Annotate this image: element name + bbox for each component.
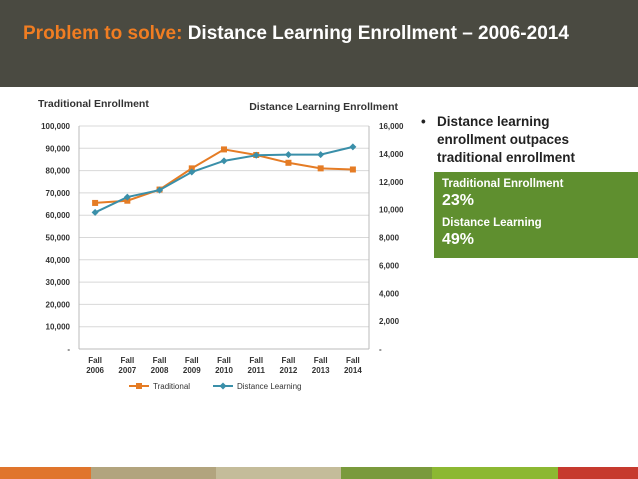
legend-label: Distance Learning (237, 382, 301, 391)
x-tick-label: Fall 2013 (312, 356, 330, 375)
x-tick-label: Fall 2007 (118, 356, 136, 375)
left-tick-label: 10,000 (46, 323, 71, 332)
data-point (349, 143, 357, 151)
right-tick-label: 14,000 (379, 150, 404, 159)
right-axis-title: Distance Learning Enrollment (249, 101, 398, 113)
series-line (94, 145, 354, 214)
footer-segment (341, 467, 433, 479)
data-point (284, 151, 292, 159)
data-point (92, 199, 99, 206)
traditional-stat-value: 23% (442, 192, 475, 209)
x-tick-label: Fall 2008 (151, 356, 169, 375)
right-tick-label: 12,000 (379, 178, 404, 187)
footer-segment (0, 467, 91, 479)
distance-stat-value: 49% (442, 231, 475, 248)
footer-segment (90, 467, 217, 479)
x-tick-label: Fall 2011 (248, 356, 266, 375)
footer-segment (216, 467, 342, 479)
left-tick-label: 30,000 (46, 278, 71, 287)
footer-segment (432, 467, 558, 479)
slide-title: Problem to solve: Distance Learning Enro… (23, 20, 613, 47)
legend-label: Traditional (153, 382, 190, 391)
data-point (220, 157, 228, 165)
enrollment-line-chart: Traditional Enrollment Distance Learning … (38, 98, 404, 391)
x-tick-label: Fall 2014 (344, 356, 362, 375)
right-tick-label: 6,000 (379, 261, 400, 270)
left-tick-label: 90,000 (46, 144, 71, 153)
legend-marker (136, 383, 142, 389)
x-tick-label: Fall 2009 (183, 356, 201, 375)
right-tick-label: 4,000 (379, 289, 400, 298)
right-tick-label: 10,000 (379, 206, 404, 215)
left-tick-label: 40,000 (46, 256, 71, 265)
footer-color-bar (0, 467, 638, 479)
bullet-marker: • (421, 114, 426, 129)
slide-header: Problem to solve: Distance Learning Enro… (0, 0, 638, 87)
data-point (317, 151, 325, 159)
x-tick-label: Fall 2010 (215, 356, 233, 375)
stats-box: Traditional Enrollment 23% Distance Lear… (434, 172, 638, 258)
left-tick-label: 70,000 (46, 189, 71, 198)
right-tick-label: 2,000 (379, 317, 400, 326)
data-point (123, 193, 131, 201)
data-point (124, 197, 131, 204)
data-point (188, 168, 196, 176)
bullet-point: • Distance learning enrollment outpaces … (421, 113, 621, 167)
left-tick-label: 100,000 (41, 122, 70, 131)
left-tick-label: 50,000 (46, 234, 71, 243)
title-text: Distance Learning Enrollment – 2006-2014 (182, 23, 569, 44)
right-tick-label: 8,000 (379, 234, 400, 243)
right-tick-label: 16,000 (379, 122, 404, 131)
x-tick-label: Fall 2012 (280, 356, 298, 375)
left-tick-label: 20,000 (46, 300, 71, 309)
footer-segment (557, 467, 638, 479)
data-point (221, 146, 227, 153)
data-point (285, 159, 292, 166)
bullet-text: Distance learning enrollment outpaces tr… (437, 114, 576, 165)
data-point (91, 208, 99, 216)
distance-stat-label: Distance Learning (442, 217, 542, 229)
data-point (188, 165, 195, 172)
data-point (349, 166, 356, 173)
left-tick-label: 80,000 (46, 167, 71, 176)
x-tick-label: Fall 2006 (86, 356, 104, 375)
legend-marker (219, 382, 227, 390)
left-tick-label: - (67, 345, 70, 354)
title-prefix: Problem to solve: (23, 23, 183, 44)
data-point (156, 186, 164, 194)
traditional-stat-label: Traditional Enrollment (442, 178, 564, 190)
right-tick-label: - (379, 345, 382, 354)
left-axis-title: Traditional Enrollment (38, 98, 149, 110)
data-point (317, 165, 324, 172)
data-point (252, 151, 260, 159)
left-tick-label: 60,000 (46, 211, 71, 220)
